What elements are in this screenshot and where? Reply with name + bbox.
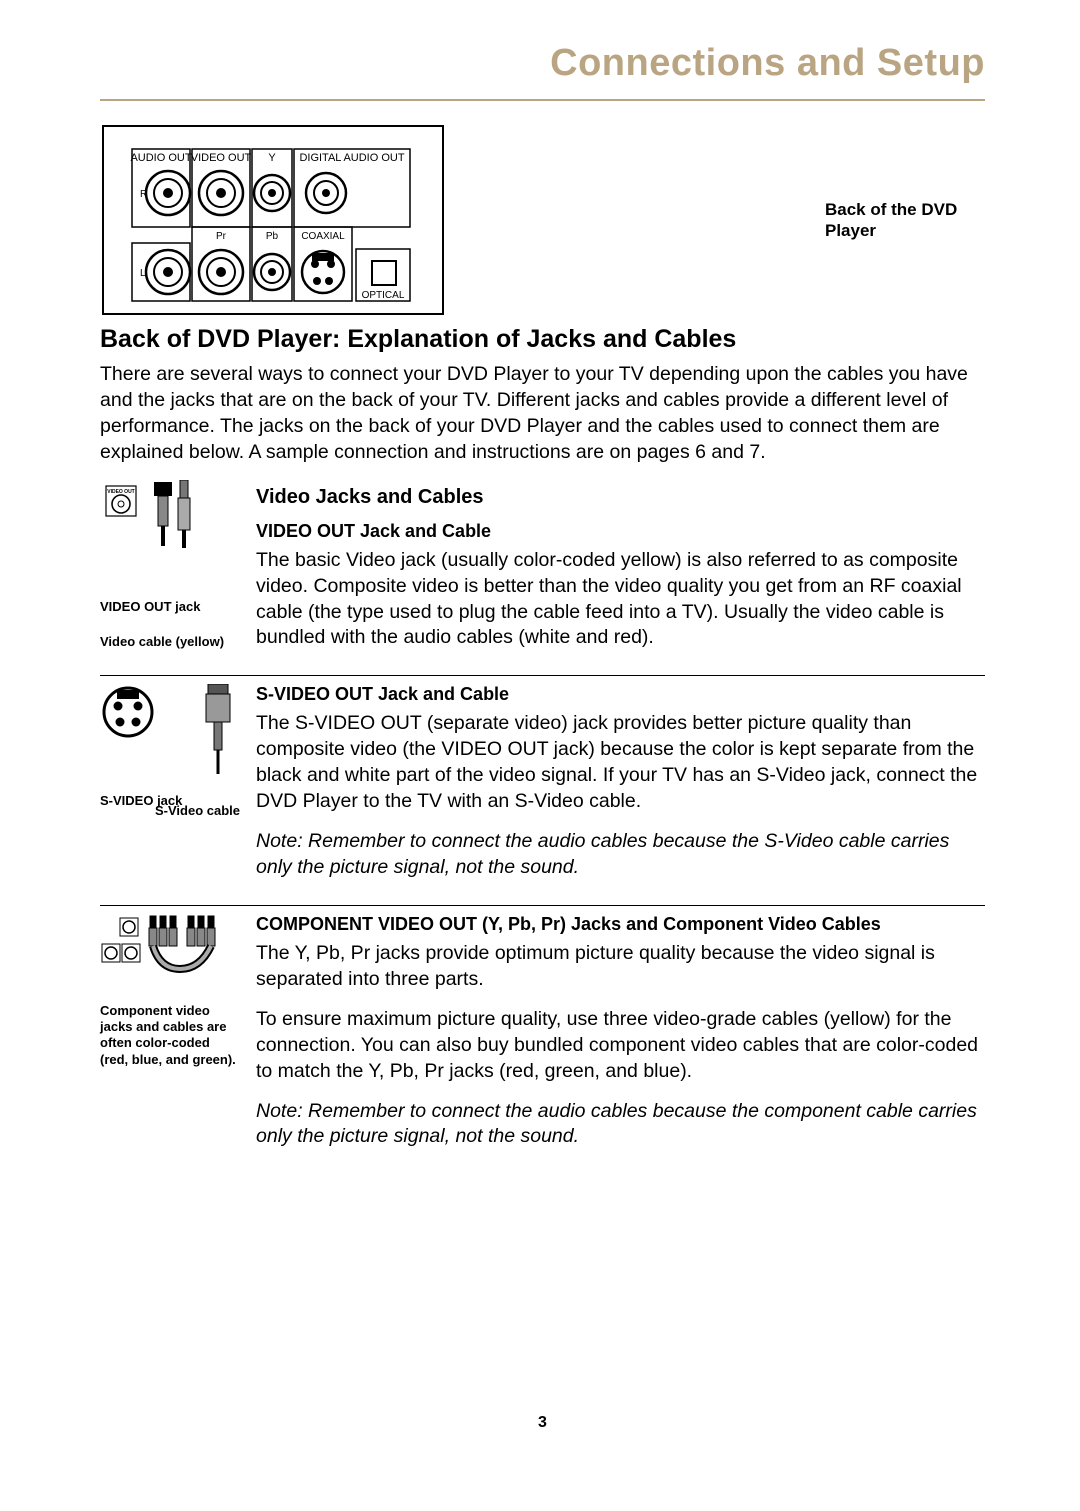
video-out-icons: VIDEO OUT VIDEO OUT jack Video cable (ye… <box>100 480 240 666</box>
back-panel-svg: AUDIO OUT VIDEO OUT Y DIGITAL AUDIO OUT … <box>104 127 442 313</box>
component-body: The Y, Pb, Pr jacks provide optimum pict… <box>256 941 985 993</box>
video-out-block: VIDEO OUT VIDEO OUT jack Video cable (ye… <box>100 480 985 677</box>
svg-text:L: L <box>140 268 146 279</box>
page-number: 3 <box>100 1414 985 1432</box>
panel-label-pr: Pr <box>216 231 227 242</box>
svideo-icon <box>100 684 240 784</box>
panel-label-optical: OPTICAL <box>362 290 405 301</box>
component-jack-label: Component video jacks and cables are oft… <box>100 1003 240 1068</box>
panel-label-coaxial: COAXIAL <box>301 231 345 242</box>
component-note: Note: Remember to connect the audio cabl… <box>256 1099 985 1151</box>
video-out-body: The basic Video jack (usually color-code… <box>256 548 985 652</box>
rca-jack: R <box>140 171 190 215</box>
component-text: COMPONENT VIDEO OUT (Y, Pb, Pr) Jacks an… <box>256 914 985 1164</box>
svideo-jack-icon <box>302 251 344 293</box>
video-out-text: Video Jacks and Cables VIDEO OUT Jack an… <box>256 480 985 666</box>
svideo-text: S-VIDEO OUT Jack and Cable The S-VIDEO O… <box>256 684 985 895</box>
svideo-block: S-VIDEO jack S-Video cable S-VIDEO OUT J… <box>100 684 985 906</box>
figure-row: AUDIO OUT VIDEO OUT Y DIGITAL AUDIO OUT … <box>100 125 985 315</box>
video-cable-yellow-label: Video cable (yellow) <box>100 634 240 650</box>
svideo-body: The S-VIDEO OUT (separate video) jack pr… <box>256 711 985 815</box>
panel-label-audio-out: AUDIO OUT <box>130 152 191 164</box>
manual-page: Connections and Setup AUDIO OUT VIDEO OU… <box>0 0 1080 1472</box>
video-out-icon: VIDEO OUT <box>100 480 240 590</box>
svideo-icons: S-VIDEO jack S-Video cable <box>100 684 240 895</box>
section-heading: Back of DVD Player: Explanation of Jacks… <box>100 325 985 354</box>
svg-text:R: R <box>140 189 147 200</box>
component-icon <box>100 914 240 994</box>
page-title: Connections and Setup <box>100 42 985 85</box>
video-out-title: VIDEO OUT Jack and Cable <box>256 521 985 542</box>
panel-label-digital-audio: DIGITAL AUDIO OUT <box>299 152 404 164</box>
svg-text:VIDEO OUT: VIDEO OUT <box>107 489 135 495</box>
back-panel-diagram: AUDIO OUT VIDEO OUT Y DIGITAL AUDIO OUT … <box>102 125 444 315</box>
svideo-title: S-VIDEO OUT Jack and Cable <box>256 684 985 705</box>
component-title: COMPONENT VIDEO OUT (Y, Pb, Pr) Jacks an… <box>256 914 985 935</box>
panel-label-y: Y <box>268 152 276 164</box>
panel-label-video-out: VIDEO OUT <box>191 152 252 164</box>
video-out-jack-label: VIDEO OUT jack <box>100 599 240 615</box>
intro-paragraph: There are several ways to connect your D… <box>100 362 985 466</box>
component-icons: Component video jacks and cables are oft… <box>100 914 240 1164</box>
figure-caption: Back of the DVD Player <box>825 199 985 242</box>
svideo-note: Note: Remember to connect the audio cabl… <box>256 829 985 881</box>
video-jacks-heading: Video Jacks and Cables <box>256 486 985 509</box>
component-body2: To ensure maximum picture quality, use t… <box>256 1007 985 1085</box>
panel-label-pb: Pb <box>266 231 279 242</box>
component-block: Component video jacks and cables are oft… <box>100 914 985 1174</box>
